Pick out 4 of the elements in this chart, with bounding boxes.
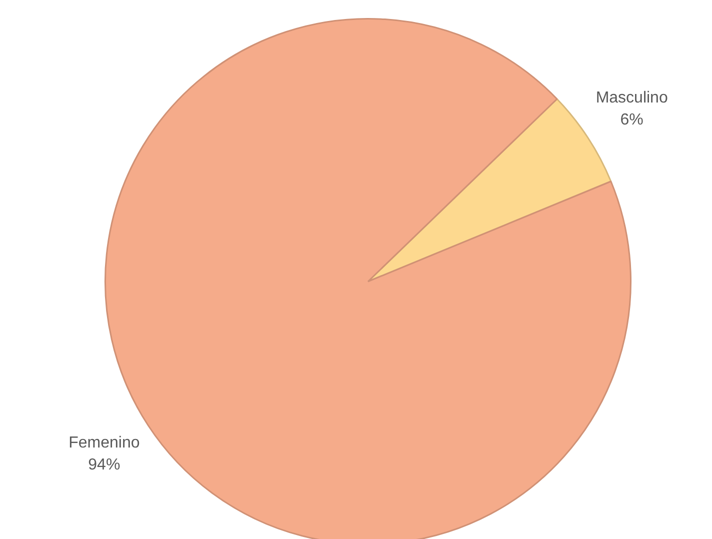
data-label: 94% (88, 456, 120, 474)
slice-label: Femenino (68, 434, 140, 452)
slice-label: Masculino (596, 89, 668, 106)
data-label: 6% (620, 111, 644, 128)
